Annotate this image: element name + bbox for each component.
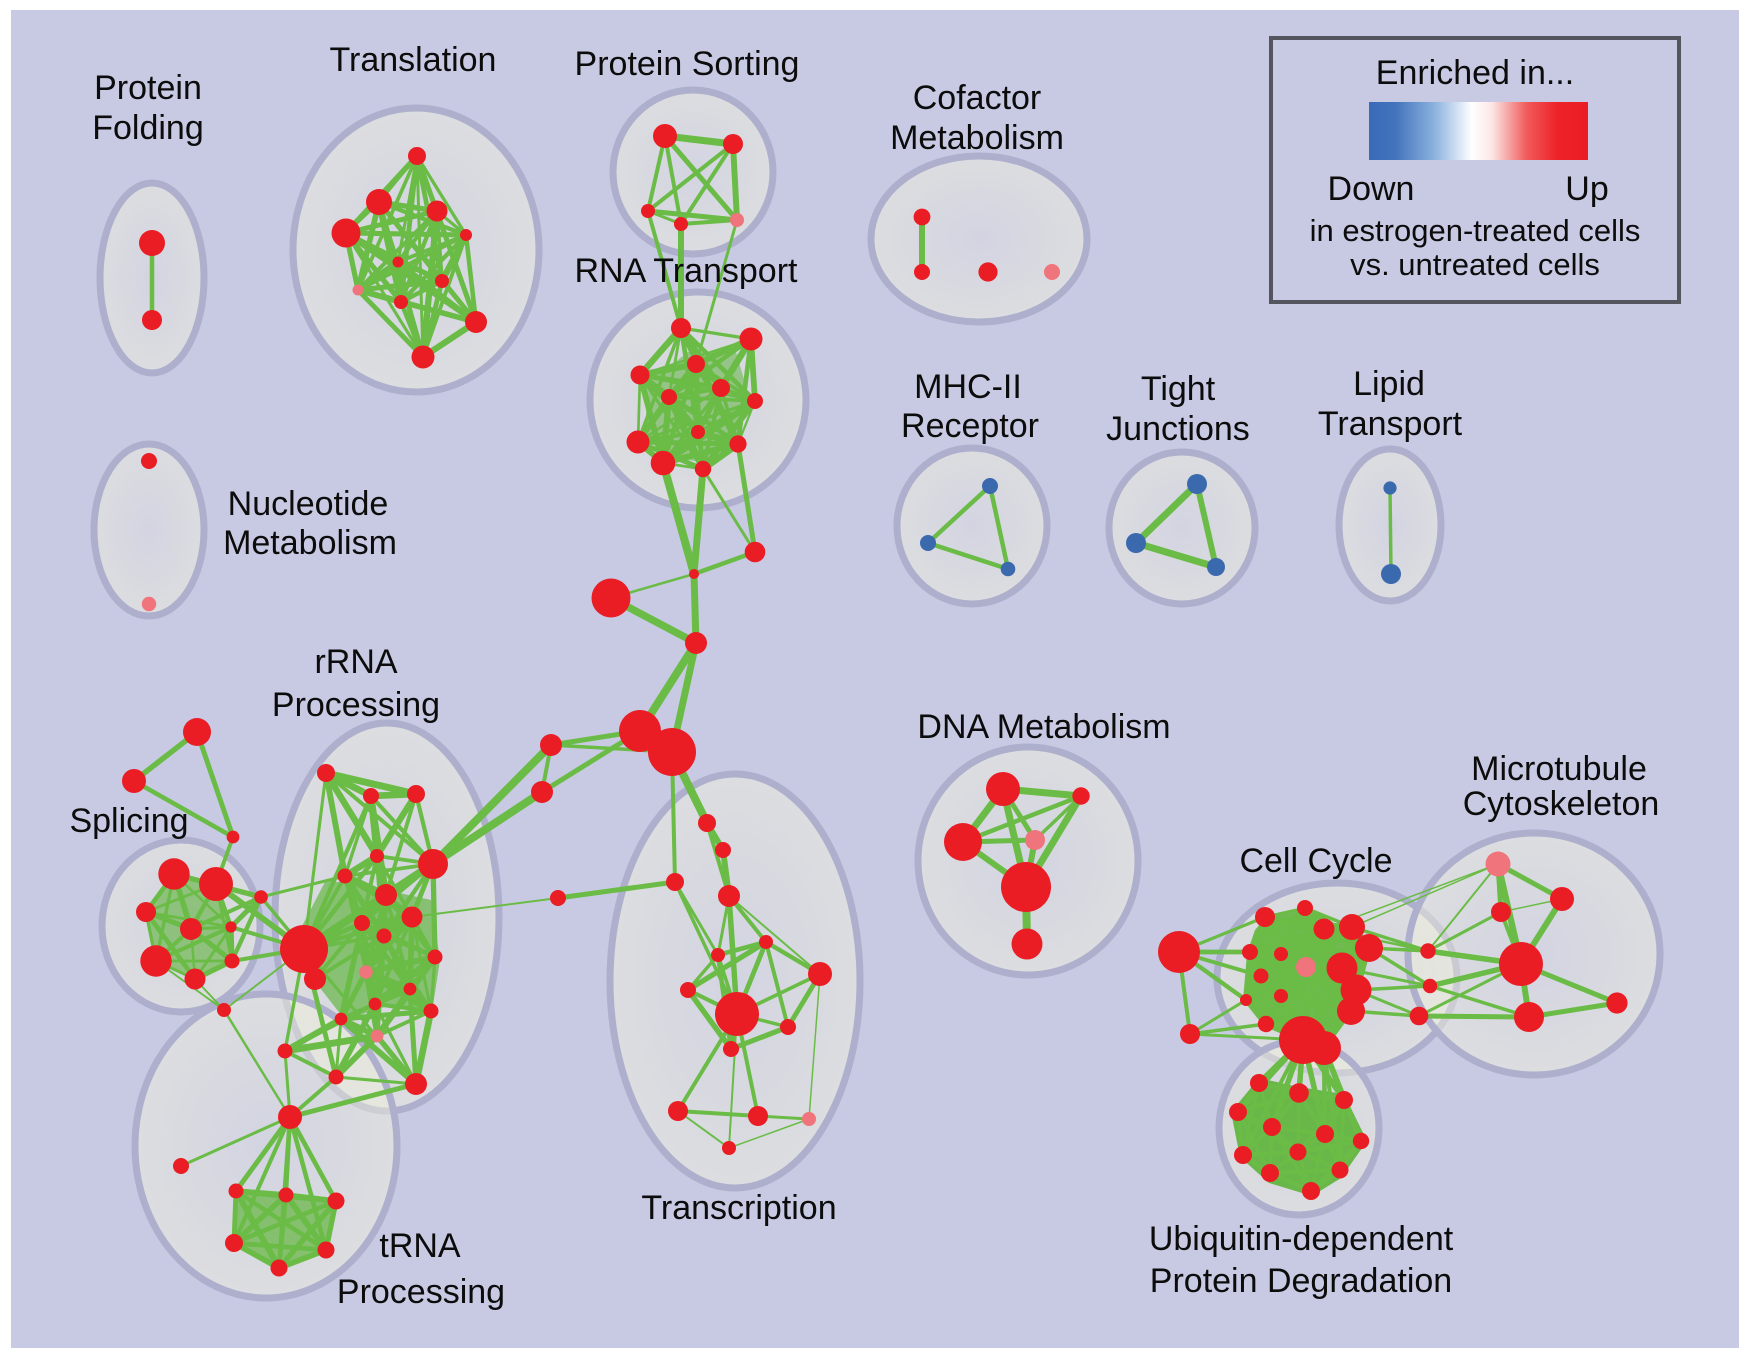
svg-text:rRNA: rRNA xyxy=(314,643,397,681)
svg-text:MHC-II: MHC-II xyxy=(914,368,1022,406)
svg-text:DNA Metabolism: DNA Metabolism xyxy=(917,708,1170,746)
svg-text:Cell Cycle: Cell Cycle xyxy=(1239,842,1392,880)
svg-text:Up: Up xyxy=(1565,170,1608,208)
svg-text:Transport: Transport xyxy=(1318,405,1463,443)
svg-text:Splicing: Splicing xyxy=(69,802,188,840)
svg-text:vs. untreated cells: vs. untreated cells xyxy=(1350,247,1600,282)
svg-text:Tight: Tight xyxy=(1141,370,1216,408)
svg-text:Lipid: Lipid xyxy=(1353,365,1425,403)
svg-text:Down: Down xyxy=(1328,170,1415,208)
svg-text:RNA Transport: RNA Transport xyxy=(575,252,799,290)
svg-text:Receptor: Receptor xyxy=(901,407,1039,445)
svg-text:in estrogen-treated cells: in estrogen-treated cells xyxy=(1310,213,1641,248)
svg-text:Metabolism: Metabolism xyxy=(890,119,1064,157)
svg-text:Transcription: Transcription xyxy=(641,1189,836,1227)
svg-text:Cofactor: Cofactor xyxy=(913,79,1042,117)
svg-text:Cytoskeleton: Cytoskeleton xyxy=(1463,785,1660,823)
svg-text:Nucleotide: Nucleotide xyxy=(228,485,389,523)
svg-text:Metabolism: Metabolism xyxy=(223,524,397,562)
svg-text:Ubiquitin-dependent: Ubiquitin-dependent xyxy=(1149,1220,1454,1258)
svg-text:Junctions: Junctions xyxy=(1106,410,1250,448)
svg-text:Protein: Protein xyxy=(94,69,202,107)
svg-text:Translation: Translation xyxy=(330,41,497,79)
svg-text:Protein Sorting: Protein Sorting xyxy=(575,45,800,83)
svg-text:Processing: Processing xyxy=(272,686,440,724)
svg-text:Processing: Processing xyxy=(337,1273,505,1311)
svg-text:Folding: Folding xyxy=(92,109,204,147)
svg-text:Enriched in...: Enriched in... xyxy=(1376,54,1574,92)
svg-text:Protein Degradation: Protein Degradation xyxy=(1150,1262,1452,1300)
svg-text:Microtubule: Microtubule xyxy=(1471,750,1647,788)
svg-text:tRNA: tRNA xyxy=(379,1227,461,1265)
